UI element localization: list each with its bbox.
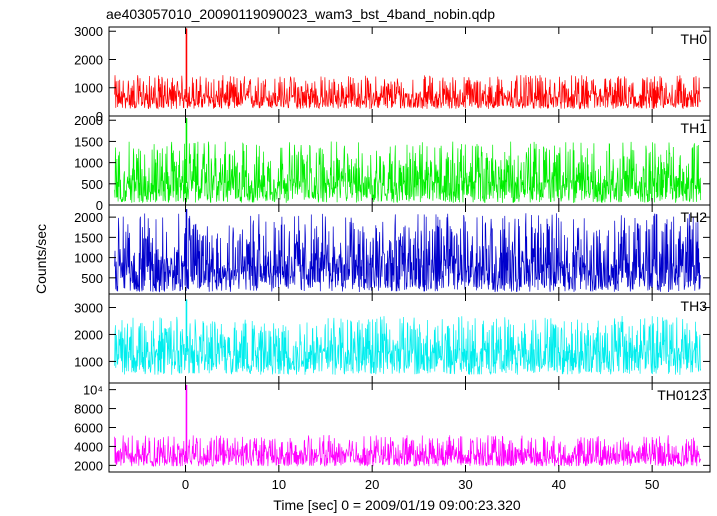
x-tick-label: 0	[182, 477, 189, 492]
y-tick-label: 500	[81, 177, 103, 192]
y-tick-label: 2000	[74, 210, 103, 225]
y-tick-label: 500	[81, 271, 103, 286]
panel-th1: 0 500 1000 1500 2000 TH1	[74, 113, 711, 213]
y-tick-label: 4000	[74, 439, 103, 454]
y-tick-label: 1500	[74, 134, 103, 149]
y-tick-label: 0	[96, 109, 103, 124]
x-tick-label: 20	[365, 477, 379, 492]
y-tick-label: 3000	[74, 300, 103, 315]
panel-label-th3: TH3	[681, 298, 708, 314]
series-th3	[114, 315, 702, 376]
y-tick-label: 2000	[74, 327, 103, 342]
y-tick-label: 1000	[74, 354, 103, 369]
y-tick-label: 1000	[74, 251, 103, 266]
x-axis-title: Time [sec] 0 = 2009/01/19 09:00:23.320	[273, 497, 521, 513]
x-tick-label: 40	[552, 477, 566, 492]
series-th2	[114, 213, 702, 293]
x-tick-label: 50	[645, 477, 659, 492]
panel-label-th2: TH2	[681, 209, 708, 225]
panel-label-th1: TH1	[681, 120, 708, 136]
y-tick-label: 1000	[74, 156, 103, 171]
y-tick-label: 8000	[74, 402, 103, 417]
panel-th2: 500 1000 1500 2000 TH2	[74, 204, 711, 295]
series-th0	[114, 75, 701, 110]
x-tick-label: 10	[272, 477, 286, 492]
y-tick-label: 2000	[74, 458, 103, 473]
panel-label-th0123: TH0123	[657, 387, 707, 403]
panel-th0: 0 1000 2000 3000 TH0	[74, 24, 711, 124]
y-tick-label: 2000	[74, 52, 103, 67]
series-th0123	[114, 434, 702, 468]
y-tick-label: 1000	[74, 81, 103, 96]
y-axis-title: Counts/sec	[33, 224, 49, 294]
y-tick-label: 6000	[74, 421, 103, 436]
y-tick-label: 3000	[74, 24, 103, 39]
panel-th0123: 2000 4000 6000 8000 10⁴ TH0123	[74, 382, 711, 473]
panel-label-th0: TH0	[681, 31, 708, 47]
panel-th3: 1000 2000 3000 TH3	[74, 293, 711, 384]
y-tick-label: 2000	[74, 113, 103, 128]
y-tick-label: 1500	[74, 230, 103, 245]
figure-title: ae403057010_20090119090023_wam3_bst_4ban…	[106, 6, 495, 22]
series-th1	[114, 141, 702, 204]
y-tick-label: 0	[96, 198, 103, 213]
x-tick-label: 30	[458, 477, 472, 492]
y-tick-label: 10⁴	[83, 383, 103, 398]
